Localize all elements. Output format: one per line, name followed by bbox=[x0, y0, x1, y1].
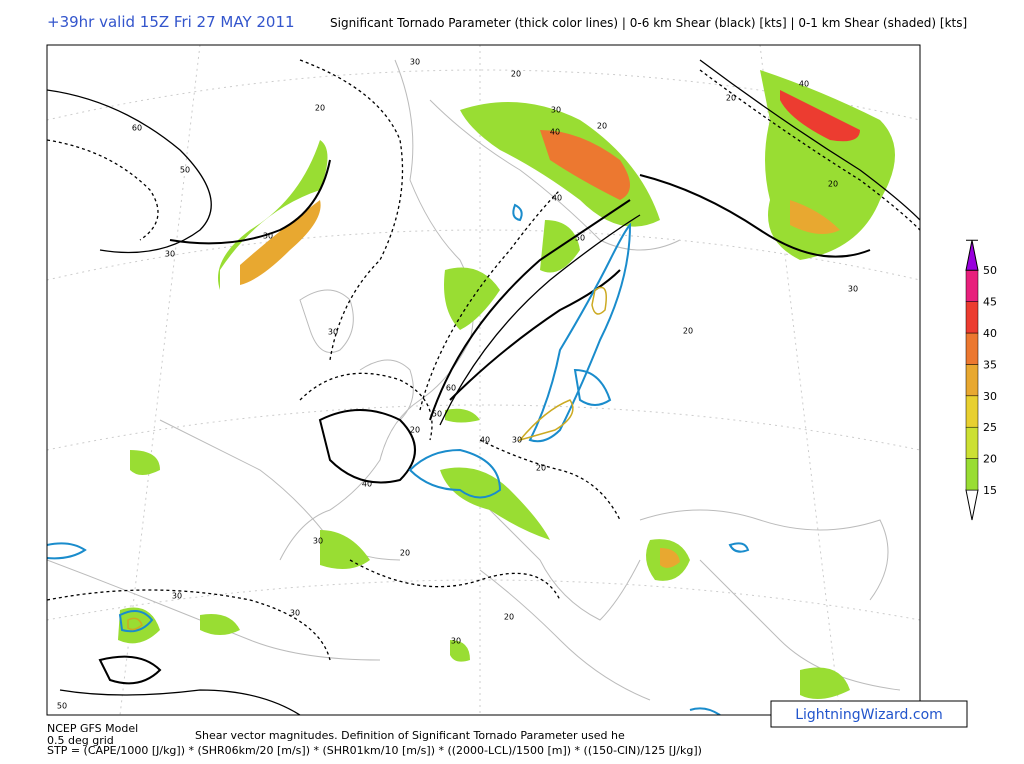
colorbar: 15 20 25 30 35 40 45 50 bbox=[965, 239, 997, 521]
contour-label: 60 bbox=[132, 124, 142, 133]
contour-label: 20 bbox=[511, 70, 521, 79]
contour-label: 40 bbox=[480, 436, 490, 445]
description: Shear vector magnitudes. Definition of S… bbox=[195, 729, 625, 742]
contour-label: 20 bbox=[504, 613, 514, 622]
credit: LightningWizard.com bbox=[795, 707, 943, 723]
colorbar-label: 30 bbox=[983, 390, 997, 403]
colorbar-label: 50 bbox=[983, 264, 997, 277]
contour-labels: 30 20 60 50 20 30 40 20 20 40 30 30 40 50 30 30 20 60 50 20… bbox=[57, 58, 858, 711]
contour-label: 30 bbox=[313, 537, 323, 546]
credit-box bbox=[770, 700, 968, 728]
map-frame bbox=[46, 44, 921, 716]
model-name: NCEP GFS Model bbox=[47, 722, 138, 735]
contour-label: 20 bbox=[410, 426, 420, 435]
contour-label: 30 bbox=[410, 58, 420, 67]
stp-inner bbox=[127, 286, 607, 631]
contour-label: 20 bbox=[828, 180, 838, 189]
contour-label: 50 bbox=[432, 410, 442, 419]
shear-contours bbox=[47, 59, 920, 715]
formula: STP = (CAPE/1000 [J/kg]) * (SHR06km/20 [… bbox=[47, 744, 702, 757]
colorbar-label: 25 bbox=[983, 421, 997, 434]
colorbar-swatch bbox=[965, 395, 979, 428]
contour-label: 30 bbox=[172, 592, 182, 601]
contour-label: 20 bbox=[315, 104, 325, 113]
valid-time: +39hr valid 15Z Fri 27 MAY 2011 bbox=[47, 13, 295, 31]
contour-label: 30 bbox=[290, 609, 300, 618]
colorbar-swatch bbox=[965, 332, 979, 365]
colorbar-label: 20 bbox=[983, 453, 997, 466]
contour-label: 30 bbox=[848, 285, 858, 294]
contour-label: 20 bbox=[536, 464, 546, 473]
colorbar-swatch bbox=[965, 426, 979, 459]
contour-label: 40 bbox=[362, 480, 372, 489]
grid-res: 0.5 deg grid bbox=[47, 734, 114, 747]
contour-label: 50 bbox=[57, 702, 67, 711]
contour-label: 30 bbox=[551, 106, 561, 115]
contour-label: 30 bbox=[451, 637, 461, 646]
contour-label: 40 bbox=[552, 194, 562, 203]
colorbar-label: 35 bbox=[983, 358, 997, 371]
colorbar-label: 40 bbox=[983, 327, 997, 340]
contour-label: 40 bbox=[550, 128, 560, 137]
contour-label: 20 bbox=[597, 122, 607, 131]
contour-label: 20 bbox=[400, 549, 410, 558]
contour-label: 30 bbox=[165, 250, 175, 259]
colorbar-label: 45 bbox=[983, 296, 997, 309]
map-title: Significant Tornado Parameter (thick col… bbox=[330, 16, 967, 30]
contour-label: 30 bbox=[263, 232, 273, 241]
map: 30 20 60 50 20 30 40 20 20 40 30 30 40 50 30 30 20 60 50 20… bbox=[46, 44, 921, 716]
contour-label: 50 bbox=[180, 166, 190, 175]
contour-label: 50 bbox=[575, 234, 585, 243]
shear-shading bbox=[118, 70, 895, 699]
colorbar-swatch bbox=[965, 269, 979, 302]
stp-contours bbox=[47, 203, 750, 715]
colorbar-high-arrow bbox=[965, 240, 979, 271]
colorbar-swatch bbox=[965, 301, 979, 334]
contour-label: 30 bbox=[512, 436, 522, 445]
contour-label: 60 bbox=[446, 384, 456, 393]
contour-label: 40 bbox=[799, 80, 809, 89]
colorbar-swatch bbox=[965, 364, 979, 397]
coastlines bbox=[47, 59, 901, 701]
colorbar-swatch bbox=[965, 458, 979, 491]
contour-label: 20 bbox=[726, 94, 736, 103]
contour-label: 30 bbox=[328, 328, 338, 337]
contour-label: 20 bbox=[683, 327, 693, 336]
colorbar-label: 15 bbox=[983, 484, 997, 497]
